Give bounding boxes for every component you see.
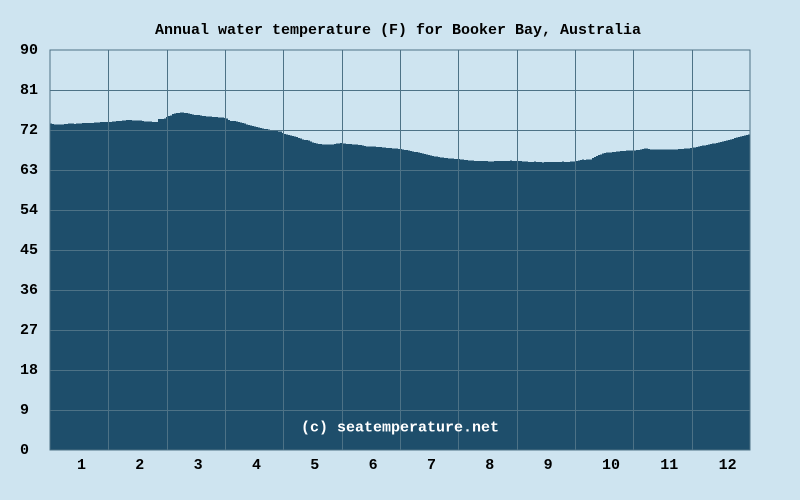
svg-text:45: 45 bbox=[20, 242, 38, 259]
svg-text:81: 81 bbox=[20, 82, 38, 99]
svg-text:(c) seatemperature.net: (c) seatemperature.net bbox=[301, 420, 499, 437]
svg-text:10: 10 bbox=[602, 457, 620, 474]
svg-text:Annual water temperature (F) f: Annual water temperature (F) for Booker … bbox=[155, 22, 641, 39]
svg-text:18: 18 bbox=[20, 362, 38, 379]
svg-text:36: 36 bbox=[20, 282, 38, 299]
svg-text:0: 0 bbox=[20, 442, 29, 459]
svg-text:27: 27 bbox=[20, 322, 38, 339]
svg-text:8: 8 bbox=[485, 457, 494, 474]
svg-text:9: 9 bbox=[544, 457, 553, 474]
svg-text:2: 2 bbox=[135, 457, 144, 474]
svg-text:3: 3 bbox=[194, 457, 203, 474]
svg-text:11: 11 bbox=[660, 457, 678, 474]
svg-text:63: 63 bbox=[20, 162, 38, 179]
svg-text:5: 5 bbox=[310, 457, 319, 474]
svg-text:1: 1 bbox=[77, 457, 86, 474]
svg-text:9: 9 bbox=[20, 402, 29, 419]
svg-text:90: 90 bbox=[20, 42, 38, 59]
svg-text:72: 72 bbox=[20, 122, 38, 139]
svg-text:54: 54 bbox=[20, 202, 38, 219]
svg-text:6: 6 bbox=[369, 457, 378, 474]
svg-text:4: 4 bbox=[252, 457, 261, 474]
svg-text:7: 7 bbox=[427, 457, 436, 474]
svg-text:12: 12 bbox=[719, 457, 737, 474]
